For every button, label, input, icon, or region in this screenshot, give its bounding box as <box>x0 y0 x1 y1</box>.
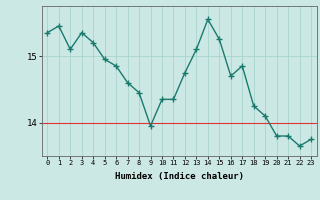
X-axis label: Humidex (Indice chaleur): Humidex (Indice chaleur) <box>115 172 244 181</box>
